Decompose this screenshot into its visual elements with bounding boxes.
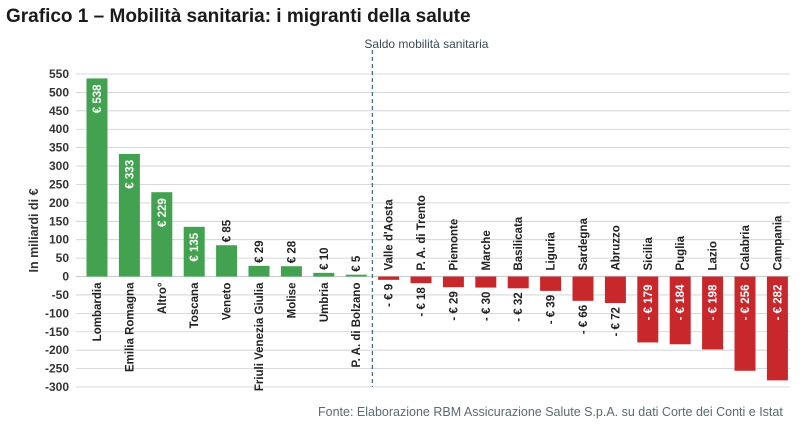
category-label: Puglia (675, 235, 687, 270)
bar (118, 153, 140, 277)
chart-title: Grafico 1 – Mobilità sanitaria: i migran… (6, 6, 471, 27)
data-label: € 229 (157, 198, 169, 227)
label-layer: € 538 Lombardia € 333 Emilia Romagna € 229 Al… (92, 37, 784, 391)
category-label: Friuli Venezia Giulia (254, 282, 266, 391)
data-label: - € 9 (384, 284, 396, 307)
y-tick-label: 100 (49, 233, 69, 247)
bar (216, 245, 238, 277)
data-label: - € 256 (740, 285, 752, 321)
bar (637, 276, 659, 343)
bar (734, 276, 756, 371)
category-label: Lazio (708, 241, 720, 270)
data-label: € 135 (189, 232, 201, 261)
category-label: Molise (286, 283, 298, 319)
y-tick-label: 200 (49, 196, 69, 210)
y-tick-label: 0 (62, 270, 69, 284)
category-label: Piemonte (448, 219, 460, 271)
bar (669, 276, 691, 345)
y-tick-label: -250 (45, 362, 69, 376)
data-label: - € 184 (675, 284, 687, 320)
bar (572, 276, 594, 301)
y-tick-label: -150 (45, 325, 69, 339)
bar (410, 276, 432, 284)
bar (766, 276, 788, 381)
category-label: Marche (481, 230, 493, 270)
data-label: - € 179 (643, 285, 655, 321)
data-label: - € 72 (610, 307, 622, 336)
y-axis-title: In miliardi di € (27, 188, 41, 272)
category-label: Emilia Romagna (124, 282, 136, 372)
y-tick-label: -50 (52, 288, 70, 302)
y-tick-label: 50 (56, 251, 70, 265)
bar (378, 276, 400, 280)
category-label: P. A. di Trento (416, 195, 428, 270)
category-label: Umbria (319, 282, 331, 322)
category-label: Toscana (189, 282, 201, 328)
category-label: Veneto (222, 283, 234, 321)
data-label: € 538 (92, 84, 104, 113)
bar (151, 192, 173, 277)
data-label: € 28 (286, 240, 298, 263)
data-label: € 29 (254, 240, 266, 262)
category-label: P. A. di Bolzano (351, 283, 363, 368)
category-label: Liguria (546, 232, 558, 271)
y-tick-label: -200 (45, 343, 69, 357)
category-label: Valle d'Aosta (384, 199, 396, 271)
category-label: Altro° (157, 282, 169, 314)
y-tick-label: 300 (49, 159, 69, 173)
data-label: € 5 (351, 255, 363, 272)
data-label: - € 32 (513, 292, 525, 321)
data-label: - € 198 (708, 284, 720, 320)
data-label: € 333 (124, 160, 136, 189)
bar (183, 226, 205, 277)
category-label: Sicilia (643, 237, 655, 271)
y-tick-label: -100 (45, 306, 69, 320)
y-axis: 550500450400350300250200150100500-50-100… (27, 67, 69, 394)
category-label: Abruzzo (610, 225, 622, 270)
bar (280, 266, 302, 277)
data-label: - € 29 (448, 291, 460, 320)
data-label: € 10 (319, 247, 331, 269)
bar (313, 272, 335, 277)
category-label: Calabria (740, 225, 752, 271)
bar (475, 276, 497, 288)
data-label: - € 66 (578, 305, 590, 334)
bar (604, 276, 626, 304)
source-note: Fonte: Elaborazione RBM Assicurazione Sa… (318, 405, 783, 419)
y-tick-label: 350 (49, 141, 69, 155)
bar (345, 274, 367, 277)
category-label: Lombardia (92, 282, 104, 341)
bar (507, 276, 529, 289)
bar (702, 276, 724, 350)
data-label: - € 282 (772, 285, 784, 321)
y-tick-label: 400 (49, 122, 69, 136)
data-label: - € 30 (481, 292, 493, 321)
bar (540, 276, 562, 291)
bar (442, 276, 464, 288)
category-label: Sardegna (578, 218, 590, 271)
y-tick-label: 250 (49, 177, 69, 191)
category-label: Campania (772, 215, 784, 271)
annotation-label: Saldo mobilità sanitaria (364, 37, 488, 51)
y-tick-label: 500 (49, 85, 69, 99)
y-tick-label: 550 (49, 67, 69, 81)
bar-layer (86, 78, 788, 381)
bar (248, 265, 270, 277)
category-label: Basilicata (513, 216, 525, 270)
data-label: - € 18 (416, 287, 428, 317)
y-tick-label: 150 (49, 214, 69, 228)
bar (86, 78, 108, 277)
y-tick-label: -300 (45, 380, 69, 394)
y-tick-label: 450 (49, 104, 69, 118)
data-label: € 85 (222, 219, 234, 242)
data-label: - € 39 (546, 295, 558, 324)
